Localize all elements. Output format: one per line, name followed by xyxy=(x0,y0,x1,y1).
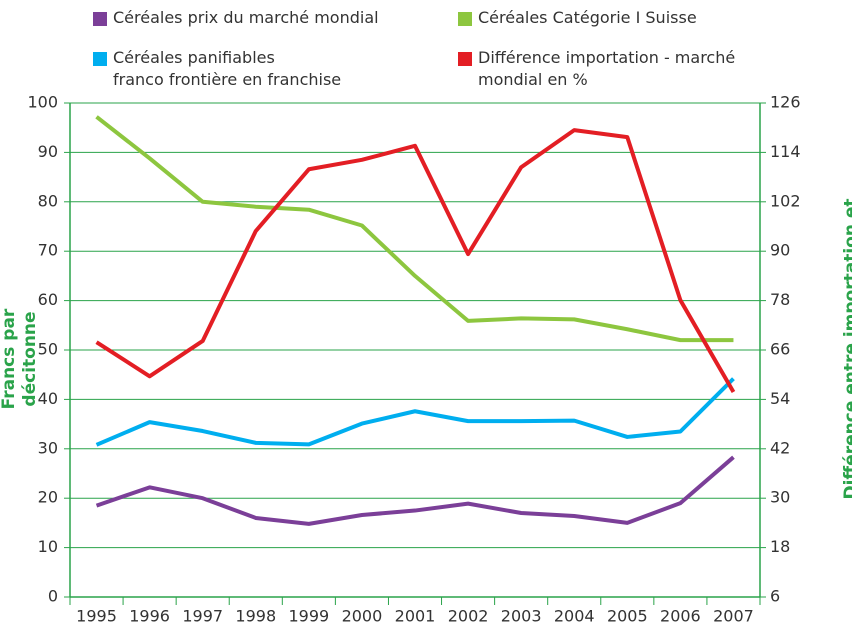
y-tick-label: 10 xyxy=(38,537,58,556)
y2-tick-label: 102 xyxy=(770,191,801,210)
y-tick-label: 0 xyxy=(48,587,58,606)
y2-tick-label: 90 xyxy=(770,241,790,260)
y-axis-label: Francs par décitonne xyxy=(0,308,40,410)
y-tick-label: 30 xyxy=(38,438,58,457)
x-tick-label: 1999 xyxy=(288,607,329,626)
y-tick-label: 90 xyxy=(38,142,58,161)
x-tick-label: 1995 xyxy=(76,607,117,626)
y-tick-label: 70 xyxy=(38,241,58,260)
y2-axis-label: Différence entre importation et marché m… xyxy=(841,198,852,500)
legend-swatch xyxy=(93,52,107,66)
y2-tick-label: 126 xyxy=(770,93,801,112)
x-tick-label: 2001 xyxy=(395,607,436,626)
legend-label: Différence importation - marché mondial … xyxy=(478,48,736,89)
series-line xyxy=(95,128,736,393)
legend-swatch xyxy=(458,52,472,66)
x-tick-label: 2002 xyxy=(448,607,489,626)
y2-tick-label: 78 xyxy=(770,290,790,309)
x-tick-label: 1996 xyxy=(129,607,170,626)
y2-tick-label: 30 xyxy=(770,488,790,507)
y-tick-label: 100 xyxy=(27,93,58,112)
series-line xyxy=(95,377,735,447)
y2-tick-label: 66 xyxy=(770,340,790,359)
y-tick-label: 50 xyxy=(38,340,58,359)
x-tick-label: 1998 xyxy=(235,607,276,626)
x-tick-label: 2006 xyxy=(660,607,701,626)
legend-swatch xyxy=(458,12,472,26)
y-tick-label: 40 xyxy=(38,389,58,408)
series-line xyxy=(95,455,735,526)
legend-label: Céréales Catégorie I Suisse xyxy=(478,8,697,27)
y2-tick-label: 18 xyxy=(770,537,790,556)
y-tick-label: 60 xyxy=(38,290,58,309)
legend-swatch xyxy=(93,12,107,26)
legend-label: Céréales prix du marché mondial xyxy=(113,8,379,27)
legend-label: Céréales panifiables franco frontière en… xyxy=(113,48,342,89)
x-tick-label: 2005 xyxy=(607,607,648,626)
y2-tick-label: 6 xyxy=(770,587,780,606)
x-tick-label: 1997 xyxy=(182,607,223,626)
y2-tick-label: 54 xyxy=(770,389,790,408)
y-tick-label: 20 xyxy=(38,488,58,507)
y2-tick-label: 114 xyxy=(770,142,801,161)
x-tick-label: 2003 xyxy=(501,607,542,626)
x-tick-label: 2004 xyxy=(554,607,595,626)
y-tick-label: 80 xyxy=(38,191,58,210)
x-tick-label: 2007 xyxy=(713,607,754,626)
y2-tick-label: 42 xyxy=(770,438,790,457)
series-line xyxy=(95,115,734,343)
x-tick-label: 2000 xyxy=(342,607,383,626)
